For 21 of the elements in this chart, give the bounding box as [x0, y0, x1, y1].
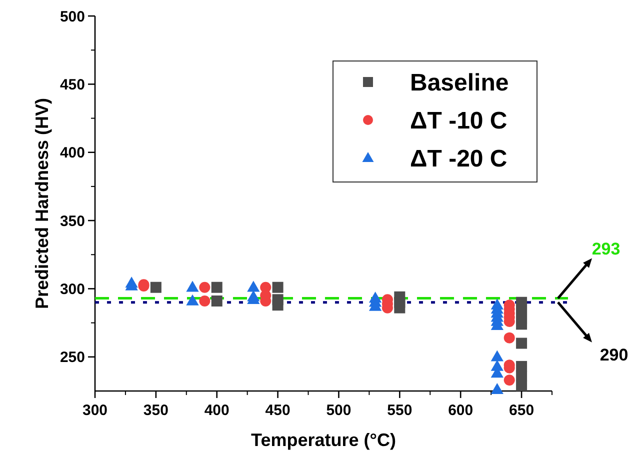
x-axis-title: Temperature (°C) — [251, 430, 396, 450]
ref-line-label: 290 — [600, 345, 628, 364]
y-tick-label: 450 — [60, 76, 85, 94]
y-tick-label: 250 — [60, 349, 85, 366]
legend-label: Baseline — [410, 69, 509, 96]
x-tick-label: 350 — [143, 402, 168, 419]
legend-label: ΔT -10 C — [410, 107, 508, 134]
y-tick-label: 350 — [60, 212, 85, 230]
y-axis-title: Predicted Hardness (HV) — [32, 98, 52, 310]
x-tick-label: 500 — [326, 402, 352, 419]
x-tick-label: 300 — [82, 402, 108, 419]
x-tick-label: 400 — [204, 402, 230, 419]
x-tick-label: 600 — [448, 402, 474, 419]
y-tick-label: 400 — [60, 144, 85, 162]
y-tick-label: 300 — [60, 280, 85, 298]
legend-label: ΔT -20 C — [410, 145, 508, 172]
x-tick-label: 650 — [509, 402, 534, 419]
y-tick-label: 500 — [60, 8, 85, 26]
x-tick-label: 550 — [387, 402, 412, 419]
x-tick-label: 450 — [265, 402, 290, 419]
ref-line-label: 293 — [592, 239, 620, 258]
